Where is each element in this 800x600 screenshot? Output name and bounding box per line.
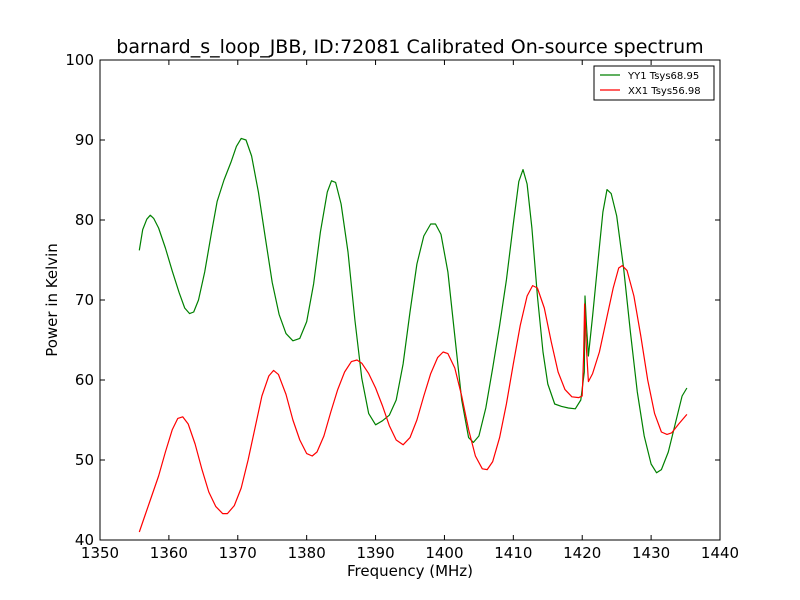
legend-label-yy1: YY1 Tsys68.95 bbox=[627, 71, 699, 82]
y-tick-label: 50 bbox=[75, 451, 94, 469]
x-tick-label: 1400 bbox=[425, 544, 463, 562]
x-tick-label: 1360 bbox=[150, 544, 188, 562]
series-layer bbox=[138, 137, 688, 533]
legend-label-xx1: XX1 Tsys56.98 bbox=[628, 86, 701, 97]
x-tick-label: 1410 bbox=[494, 544, 532, 562]
series-line-1 bbox=[138, 265, 688, 533]
x-tick-label: 1430 bbox=[632, 544, 670, 562]
y-tick-label: 100 bbox=[65, 51, 94, 69]
y-tick-label: 70 bbox=[75, 291, 94, 309]
legend-box bbox=[593, 65, 715, 101]
x-tick-label: 1370 bbox=[219, 544, 257, 562]
y-tick-label: 90 bbox=[75, 131, 94, 149]
x-tick-label: 1380 bbox=[288, 544, 326, 562]
y-tick-label: 80 bbox=[75, 211, 94, 229]
y-tick-label: 60 bbox=[75, 371, 94, 389]
x-tick-label: 1440 bbox=[701, 544, 739, 562]
chart-title: barnard_s_loop_JBB, ID:72081 Calibrated … bbox=[116, 36, 703, 58]
x-tick-label: 1420 bbox=[563, 544, 601, 562]
x-tick-label: 1390 bbox=[356, 544, 394, 562]
ticks-layer: 1350 1360 1370 1380 1390 1400 1410 1420 1430 1440… bbox=[65, 51, 739, 562]
legend: YY1 Tsys68.95 XX1 Tsys56.98 bbox=[593, 65, 715, 101]
series-line-0 bbox=[138, 137, 688, 474]
y-axis-label: Power in Kelvin bbox=[43, 243, 61, 357]
x-axis-label: Frequency (MHz) bbox=[347, 562, 473, 580]
x-tick-label: 1350 bbox=[81, 544, 119, 562]
y-tick-label: 40 bbox=[75, 531, 94, 549]
